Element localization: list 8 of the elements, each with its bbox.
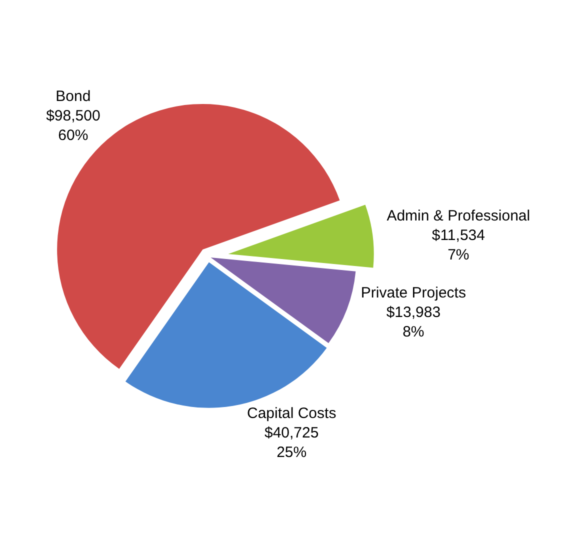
slice-label: Private Projects bbox=[360, 284, 466, 302]
data-label: $13,983 8% bbox=[386, 304, 441, 341]
data-label: $11,534 7% bbox=[432, 226, 485, 264]
data-label: $98,500 60% bbox=[46, 108, 100, 144]
slice-label: Bond bbox=[56, 88, 91, 106]
slice-label: Capital Costs bbox=[246, 405, 336, 422]
data-label: $40,725 25% bbox=[264, 424, 319, 462]
slice-label: Admin & Professional bbox=[386, 207, 530, 224]
